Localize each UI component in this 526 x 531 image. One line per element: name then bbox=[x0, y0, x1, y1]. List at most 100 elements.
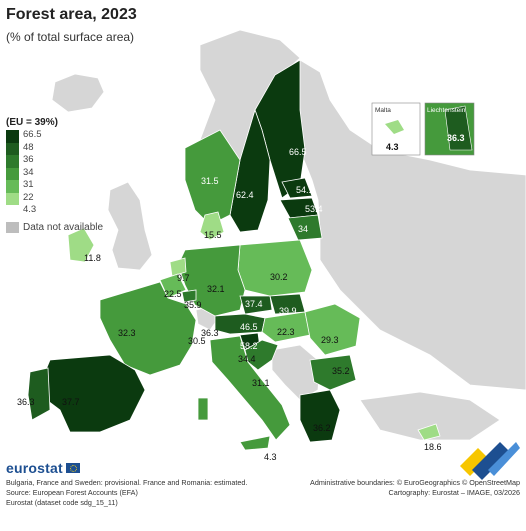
label-portugal: 36.3 bbox=[17, 397, 35, 407]
legend-label: 66.5 bbox=[23, 129, 42, 140]
label-alps: 30.5 bbox=[188, 336, 206, 346]
map-subtitle: (% of total surface area) bbox=[6, 30, 135, 44]
legend-swatch bbox=[6, 155, 19, 168]
label-luxembourg: 35.9 bbox=[184, 300, 202, 310]
label-germany: 32.1 bbox=[207, 284, 225, 294]
chevron-yellow-shape bbox=[460, 448, 488, 476]
country-ireland bbox=[67, 227, 95, 263]
legend-swatch bbox=[6, 130, 19, 143]
legend-swatch bbox=[6, 180, 19, 193]
legend-row: 4.3 bbox=[6, 205, 103, 218]
label-denmark: 15.5 bbox=[204, 230, 222, 240]
label-norway-region: 31.5 bbox=[201, 176, 219, 186]
legend-row: 66.5 bbox=[6, 130, 103, 143]
label-austria: 46.5 bbox=[240, 322, 258, 332]
label-malta: 4.3 bbox=[264, 452, 277, 462]
label-ireland: 11.8 bbox=[84, 253, 101, 263]
country-hungary bbox=[261, 311, 311, 343]
label-cyprus: 18.6 bbox=[424, 442, 442, 452]
footer-credits: Administrative boundaries: © EuroGeograp… bbox=[310, 478, 520, 498]
chevron-blue-shape bbox=[472, 442, 510, 480]
label-poland: 30.2 bbox=[270, 272, 288, 282]
legend-title: (EU = 39%) bbox=[6, 117, 58, 128]
eurostat-chevron-logo bbox=[460, 442, 520, 480]
footer-note-provisional: Bulgaria, France and Sweden: provisional… bbox=[6, 478, 248, 487]
inset-liechtenstein bbox=[424, 102, 475, 156]
legend-row: 22 bbox=[6, 192, 103, 205]
country-portugal bbox=[27, 367, 51, 421]
footer-note-source: Source: European Forest Accounts (EFA) bbox=[6, 488, 138, 497]
legend-row: 31 bbox=[6, 180, 103, 193]
label-italy: 31.1 bbox=[252, 378, 270, 388]
legend-label: 34 bbox=[23, 166, 34, 178]
value-labels: 66.5 62.4 31.5 15.5 54.1 53.4 34 11.8 30… bbox=[17, 147, 442, 462]
legend-label: 31 bbox=[23, 179, 34, 190]
inset-liechtenstein-shape bbox=[444, 105, 473, 151]
country-cyprus bbox=[417, 423, 441, 441]
country-sicily bbox=[239, 435, 271, 451]
legend-row: 48 bbox=[6, 141, 103, 155]
legend-na-swatch bbox=[6, 221, 19, 233]
label-switzerland-area: 36.3 bbox=[201, 328, 219, 338]
inset-malta-value: 4.3 bbox=[386, 142, 399, 152]
label-netherlands: 9.7 bbox=[177, 273, 190, 283]
inset-malta-name: Malta bbox=[375, 107, 391, 114]
great-britain-shape bbox=[107, 181, 153, 271]
country-france bbox=[99, 281, 197, 376]
country-netherlands bbox=[169, 257, 187, 277]
legend-swatch bbox=[6, 192, 19, 205]
label-bulgaria: 35.2 bbox=[332, 366, 350, 376]
legend-swatch bbox=[6, 167, 19, 180]
inset-liechtenstein-value: 36.3 bbox=[447, 133, 465, 143]
turkey-shape bbox=[359, 391, 501, 441]
legend-row: 34 bbox=[6, 166, 103, 180]
eurostat-logo: eurostat bbox=[6, 460, 80, 476]
country-poland bbox=[237, 239, 313, 297]
inset-malta-shape bbox=[385, 120, 404, 134]
label-hungary: 22.3 bbox=[277, 327, 295, 337]
country-italy bbox=[209, 335, 291, 441]
country-sweden bbox=[229, 108, 271, 233]
label-finland: 66.5 bbox=[289, 147, 307, 157]
label-latvia: 53.4 bbox=[305, 204, 323, 214]
legend-row: 36 bbox=[6, 155, 103, 168]
legend-label: 36 bbox=[23, 154, 34, 165]
label-greece: 36.2 bbox=[313, 423, 331, 433]
footer-note-dataset: Eurostat (dataset code sdg_15_11) bbox=[6, 498, 118, 507]
map-title: Forest area, 2023 bbox=[6, 6, 137, 23]
footer-notes: Bulgaria, France and Sweden: provisional… bbox=[6, 478, 247, 508]
legend-na-label: Data not available bbox=[23, 221, 104, 233]
footer-credit-boundaries: Administrative boundaries: © EuroGeograp… bbox=[310, 478, 520, 487]
label-estonia: 54.1 bbox=[296, 185, 314, 195]
country-denmark bbox=[199, 211, 225, 241]
legend-rows: 66.5 48 36 34 31 22 4.3 bbox=[6, 130, 103, 218]
eu-flag-icon bbox=[65, 463, 80, 473]
country-estonia bbox=[281, 177, 313, 199]
country-bulgaria bbox=[309, 354, 357, 391]
eastern-non-eu-land bbox=[279, 59, 526, 391]
label-belgium: 22.5 bbox=[164, 289, 182, 299]
legend-swatch bbox=[6, 142, 19, 155]
label-czechia: 37.4 bbox=[245, 299, 263, 309]
country-sardinia bbox=[197, 397, 209, 421]
label-slovakia: 39.9 bbox=[279, 306, 297, 316]
country-luxembourg bbox=[181, 289, 197, 303]
eurostat-wordmark: eurostat bbox=[6, 460, 63, 476]
inset-malta bbox=[371, 102, 421, 156]
country-greece bbox=[299, 389, 341, 443]
label-france: 32.3 bbox=[118, 328, 136, 338]
legend: (EU = 39%) 66.5 48 36 34 31 22 4.3 Data not av… bbox=[6, 117, 103, 233]
country-romania bbox=[304, 303, 361, 356]
inset-liechtenstein-name: Liechtenstein bbox=[427, 107, 466, 114]
label-spain: 37.7 bbox=[62, 397, 80, 407]
country-czechia bbox=[239, 295, 273, 315]
chevron-lightblue-shape bbox=[488, 442, 520, 476]
label-romania: 29.3 bbox=[321, 335, 339, 345]
eu-countries bbox=[27, 59, 441, 451]
legend-label: 48 bbox=[23, 141, 34, 153]
label-sweden: 62.4 bbox=[236, 190, 254, 200]
legend-label: 4.3 bbox=[23, 204, 37, 215]
iceland-shape bbox=[51, 73, 105, 113]
